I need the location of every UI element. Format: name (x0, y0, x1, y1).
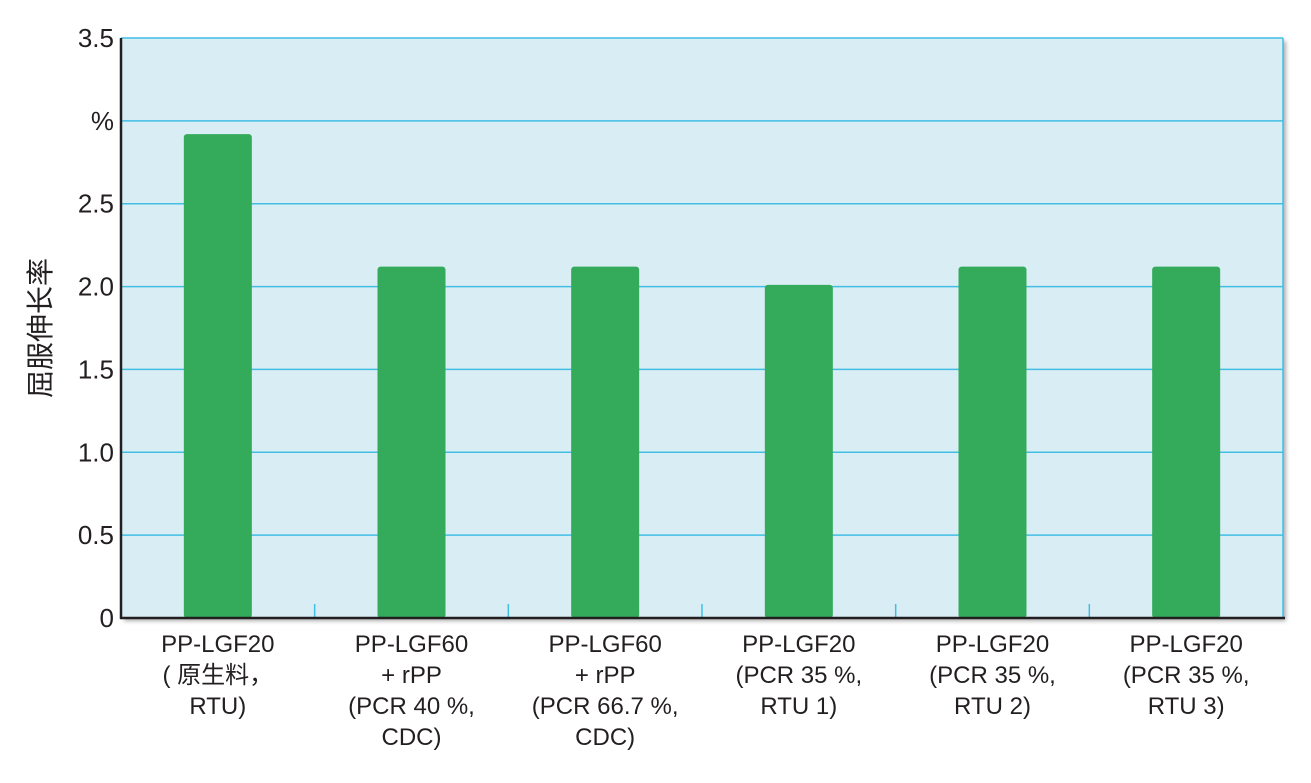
x-tick-label-line: PP-LGF20 (1129, 631, 1242, 658)
y-tick-label: 0.5 (78, 520, 114, 550)
grid-lines (121, 37, 1284, 618)
y-tick-label: 1.5 (78, 354, 114, 384)
x-tick-label-line: + rPP (381, 662, 442, 689)
y-tick-labels: 0 0.5 1.0 1.5 2.0 2.5% 3.5 (78, 23, 114, 633)
plot-area (121, 38, 1283, 618)
y-tick-label: 0 (100, 603, 114, 633)
x-tick-label-line: (PCR 35 %, (1123, 662, 1250, 689)
x-tick-label-line: + rPP (575, 662, 636, 689)
bars (183, 134, 1221, 618)
x-tick-label-line: RTU) (189, 693, 246, 720)
x-tick-label-line: CDC) (575, 724, 635, 751)
y-tick-label: % (91, 106, 114, 136)
x-tick-label-line: (PCR 66.7 %, (532, 693, 679, 720)
x-tick-label-line: RTU 1) (760, 693, 837, 720)
bar (571, 266, 640, 618)
x-tick-label-line: PP-LGF20 (161, 631, 274, 658)
axes (119, 38, 1285, 620)
bar (377, 266, 446, 618)
category-labels: PP-LGF20 ( 原生料， RTU) PP-LGF60 + rPP (PCR 40 %… (161, 631, 1249, 751)
y-tick-label: 2.5 (78, 189, 114, 219)
x-tick-label: PP-LGF60 + rPP (PCR 66.7 %, CDC) (532, 631, 679, 751)
x-tick-label-line: ( 原生料， (162, 662, 273, 689)
bar (183, 134, 252, 618)
x-tick-label: PP-LGF20 (PCR 35 %, RTU 3) (1123, 631, 1250, 720)
y-tick-label: 1.0 (78, 437, 114, 467)
bar (958, 266, 1027, 618)
y-tick-label: 3.5 (78, 23, 114, 53)
x-tick-label-line: (PCR 40 %, (348, 693, 475, 720)
x-tick-label-line: PP-LGF20 (936, 631, 1049, 658)
y-axis-label: 屈服伸长率 (24, 258, 57, 398)
x-tick-label-line: CDC) (382, 724, 442, 751)
x-tick-label-line: PP-LGF60 (548, 631, 661, 658)
x-tick-label-line: PP-LGF60 (355, 631, 468, 658)
x-tick-label: PP-LGF20 (PCR 35 %, RTU 2) (929, 631, 1056, 720)
x-tick-label: PP-LGF20 (PCR 35 %, RTU 1) (735, 631, 862, 720)
x-tick-label-line: (PCR 35 %, (929, 662, 1056, 689)
x-tick-label-line: (PCR 35 %, (735, 662, 862, 689)
x-tick-label-line: RTU 2) (954, 693, 1031, 720)
x-tick-label: PP-LGF60 + rPP (PCR 40 %, CDC) (348, 631, 475, 751)
x-tick-label-line: PP-LGF20 (742, 631, 855, 658)
x-tick-label-line: RTU 3) (1148, 693, 1225, 720)
bar (764, 284, 833, 618)
bar (1152, 266, 1221, 618)
y-tick-label: 2.0 (78, 272, 114, 302)
x-tick-label: PP-LGF20 ( 原生料， RTU) (161, 631, 274, 720)
